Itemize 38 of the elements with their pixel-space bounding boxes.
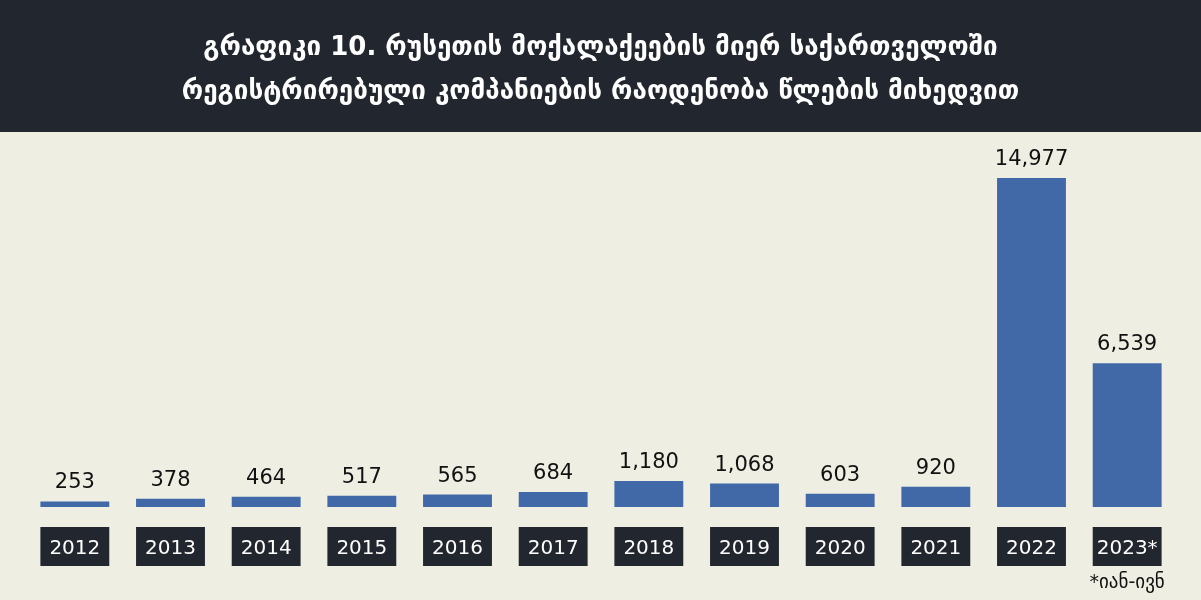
x-tick-label: 2019 — [719, 534, 770, 559]
data-label: 6,539 — [1097, 331, 1158, 356]
bar — [136, 498, 205, 507]
bar — [614, 481, 684, 507]
chart-title: გრაფიკი 10. რუსეთის მოქალაქეების მიერ საქართველოში რეგისტრირებული კომპანიების რაოდენობა წლების მიხედვით — [181, 31, 1020, 105]
data-label: 603 — [820, 461, 861, 486]
x-tick-label: 2018 — [623, 534, 675, 559]
data-label: 684 — [533, 459, 574, 484]
bar — [40, 501, 110, 507]
bar — [1092, 363, 1162, 507]
data-label: 1,068 — [714, 451, 775, 476]
data-label: 14,977 — [994, 146, 1069, 170]
data-label: 253 — [54, 469, 95, 494]
x-tick-label: 2013 — [145, 534, 196, 559]
x-tick-label: 2017 — [527, 534, 579, 559]
bar — [327, 495, 397, 507]
data-label: 378 — [150, 466, 191, 491]
x-tick-label: 2015 — [336, 534, 388, 559]
bar — [805, 493, 875, 507]
x-tick-label: 2022 — [1006, 534, 1057, 559]
bar — [518, 491, 588, 507]
data-label: 1,180 — [618, 449, 679, 474]
x-tick-label: 2020 — [814, 534, 866, 559]
x-tick-label: 2016 — [432, 534, 483, 559]
bar — [997, 178, 1066, 507]
data-label: 565 — [437, 462, 478, 487]
bar — [231, 496, 301, 507]
x-tick-label: 2023* — [1096, 534, 1158, 559]
bar — [423, 494, 492, 507]
data-label: 517 — [341, 463, 382, 488]
data-label: 464 — [246, 464, 287, 489]
x-tick-label: 2014 — [240, 534, 292, 559]
bar — [710, 483, 779, 507]
x-tick-label: 2012 — [49, 534, 101, 559]
x-tick-label: 2021 — [910, 534, 962, 559]
data-label: 920 — [915, 454, 956, 479]
bar — [901, 486, 971, 507]
text: *იან-ივნ — [1089, 570, 1165, 593]
